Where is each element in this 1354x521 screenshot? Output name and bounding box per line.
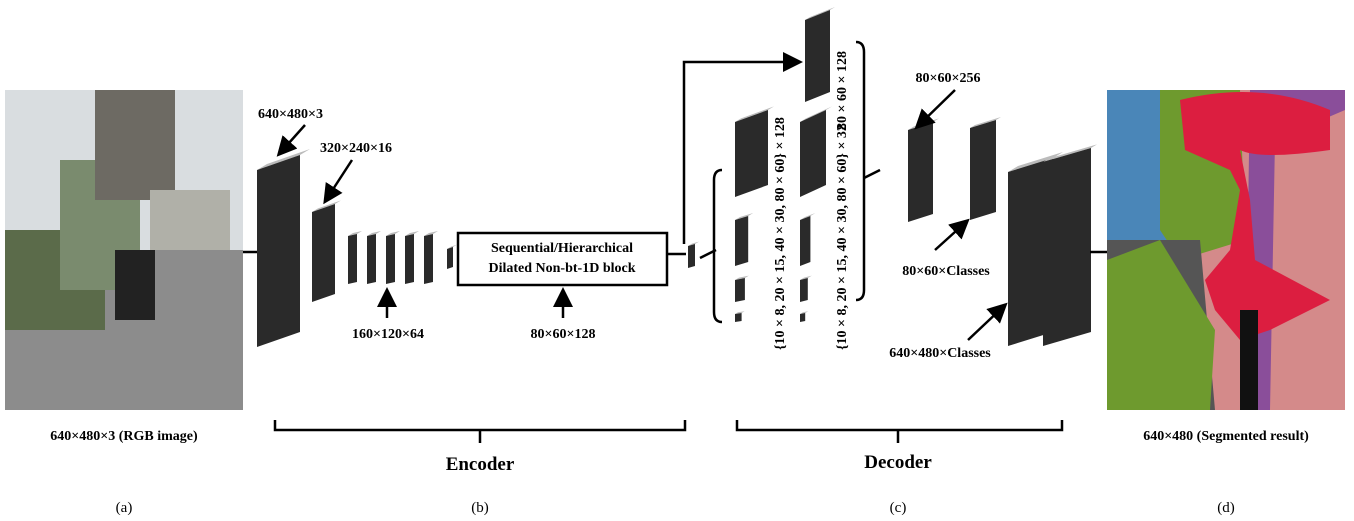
feature-map bbox=[735, 216, 748, 266]
section-label: Decoder bbox=[864, 452, 932, 473]
size-label: 160×120×64 bbox=[352, 327, 424, 342]
size-label: {10 × 8, 20 × 15, 40 × 30, 80 × 60} × 12… bbox=[773, 117, 788, 350]
arrow bbox=[918, 90, 955, 126]
arrow bbox=[968, 306, 1004, 340]
feature-map bbox=[367, 234, 376, 284]
size-label: 80×60×Classes bbox=[902, 264, 990, 279]
size-label: 640×480×Classes bbox=[889, 346, 991, 361]
feature-map bbox=[970, 120, 996, 220]
feature-map bbox=[800, 313, 805, 322]
brace bbox=[856, 42, 864, 300]
arrow bbox=[326, 160, 352, 200]
panel-label: (d) bbox=[1217, 500, 1235, 516]
size-label: 80×60×128 bbox=[531, 327, 596, 342]
feature-map bbox=[386, 234, 395, 284]
feature-maps bbox=[257, 7, 1097, 347]
block-label: Sequential/Hierarchical bbox=[491, 241, 633, 256]
panel-label: (a) bbox=[116, 500, 133, 516]
size-label: {10 × 8, 20 × 15, 40 × 30, 80 × 60} × 32 bbox=[835, 124, 850, 350]
connector bbox=[864, 170, 880, 178]
arrow bbox=[280, 125, 305, 153]
feature-map bbox=[688, 244, 695, 268]
segmentation-image bbox=[1107, 90, 1345, 410]
size-label: 640×480×3 bbox=[258, 107, 323, 122]
feature-map bbox=[805, 10, 830, 102]
feature-map bbox=[735, 278, 745, 302]
feature-map bbox=[447, 247, 453, 269]
feature-map bbox=[800, 110, 826, 197]
feature-map bbox=[405, 234, 414, 284]
feature-map bbox=[800, 278, 808, 302]
feature-map bbox=[312, 204, 335, 302]
feature-map bbox=[735, 110, 768, 197]
feature-map bbox=[424, 234, 433, 284]
arrow bbox=[935, 222, 966, 250]
panel-label: (b) bbox=[471, 500, 489, 516]
panel-label: (c) bbox=[890, 500, 907, 516]
feature-map bbox=[257, 155, 300, 347]
section-label: Encoder bbox=[446, 454, 515, 475]
output-caption: 640×480 (Segmented result) bbox=[1143, 429, 1309, 444]
feature-map bbox=[908, 122, 933, 222]
feature-map bbox=[735, 313, 742, 322]
diagram: 640×480×3 (RGB image) (a) 640×480×3 320×… bbox=[0, 0, 1354, 521]
feature-map bbox=[800, 216, 810, 266]
brace bbox=[275, 420, 685, 443]
size-label: 80 × 60 × 128 bbox=[835, 51, 850, 130]
brace bbox=[714, 170, 722, 322]
input-caption: 640×480×3 (RGB image) bbox=[50, 429, 198, 444]
brace bbox=[737, 420, 1062, 443]
size-label: 80×60×256 bbox=[916, 71, 981, 86]
feature-map bbox=[348, 234, 357, 284]
block-label: Dilated Non-bt-1D block bbox=[488, 261, 635, 276]
input-image bbox=[5, 90, 243, 410]
feature-map bbox=[1043, 148, 1091, 346]
size-label: 320×240×16 bbox=[320, 141, 392, 156]
